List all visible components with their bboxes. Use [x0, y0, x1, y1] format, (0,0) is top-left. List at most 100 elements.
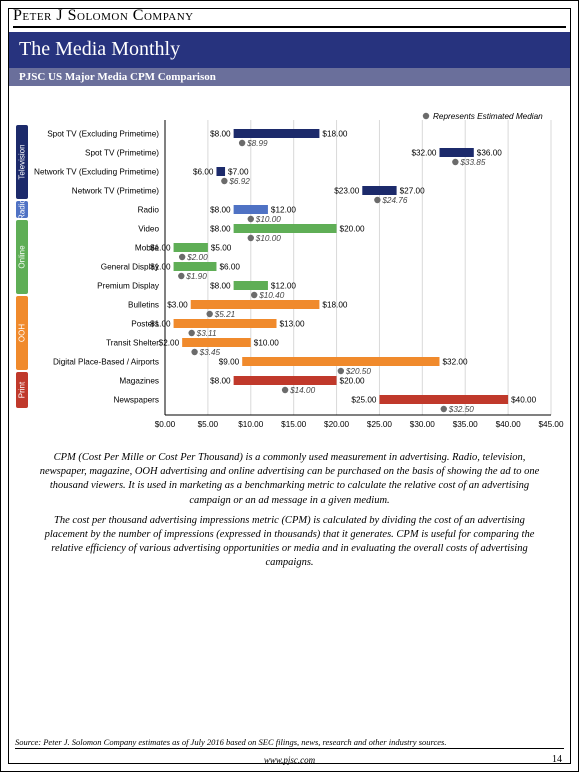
high-label: $20.00 — [340, 377, 365, 386]
low-label: $8.00 — [210, 377, 231, 386]
low-label: $1.00 — [150, 320, 171, 329]
median-marker — [221, 178, 227, 184]
median-label: $8.99 — [246, 139, 268, 148]
footer-url: www.pjsc.com — [1, 755, 578, 765]
median-label: $6.92 — [228, 177, 250, 186]
high-label: $20.00 — [340, 225, 365, 234]
median-marker — [374, 197, 380, 203]
svg-text:$20.00: $20.00 — [324, 420, 349, 429]
low-label: $23.00 — [334, 187, 359, 196]
svg-text:$35.00: $35.00 — [453, 420, 478, 429]
median-marker — [206, 311, 212, 317]
low-label: $8.00 — [210, 282, 231, 291]
company-name: Peter J Solomon Company — [13, 7, 566, 25]
low-label: $1.00 — [150, 244, 171, 253]
high-label: $36.00 — [477, 149, 502, 158]
median-label: $3.11 — [196, 329, 217, 338]
row-label: Transit Shelter — [106, 339, 159, 348]
row-label: Network TV (Primetime) — [72, 187, 159, 196]
median-marker — [251, 292, 257, 298]
high-label: $27.00 — [400, 187, 425, 196]
svg-text:$10.00: $10.00 — [238, 420, 263, 429]
row-label: Spot TV (Excluding Primetime) — [47, 130, 159, 139]
row-label: Premium Display — [97, 282, 160, 291]
low-label: $6.00 — [193, 168, 214, 177]
range-bar — [379, 395, 508, 404]
range-bar — [242, 357, 439, 366]
cpm-chart: $0.00$5.00$10.00$15.00$20.00$25.00$30.00… — [13, 104, 566, 437]
high-label: $6.00 — [219, 263, 240, 272]
median-label: $24.76 — [381, 196, 407, 205]
source-line: Source: Peter J. Solomon Company estimat… — [15, 737, 446, 747]
median-label: $20.50 — [345, 367, 371, 376]
range-bar — [174, 262, 217, 271]
median-label: $2.00 — [186, 253, 208, 262]
svg-text:$45.00: $45.00 — [538, 420, 563, 429]
range-bar — [234, 129, 320, 138]
median-marker — [239, 140, 245, 146]
range-bar — [234, 281, 268, 290]
high-label: $12.00 — [271, 206, 296, 215]
row-label: Network TV (Excluding Primetime) — [34, 168, 159, 177]
svg-text:$15.00: $15.00 — [281, 420, 306, 429]
median-label: $32.50 — [448, 405, 474, 414]
group-tab-label: Online — [18, 245, 27, 269]
low-label: $1.00 — [150, 263, 171, 272]
group-tab-label: Television — [18, 144, 27, 179]
median-label: $10.00 — [255, 215, 281, 224]
median-marker — [452, 159, 458, 165]
range-bar — [174, 243, 208, 252]
range-bar — [234, 376, 337, 385]
high-label: $40.00 — [511, 396, 536, 405]
median-label: $14.00 — [289, 386, 315, 395]
low-label: $9.00 — [219, 358, 240, 367]
range-bar — [234, 205, 268, 214]
row-label: Video — [138, 225, 159, 234]
low-label: $32.00 — [411, 149, 436, 158]
svg-text:$30.00: $30.00 — [410, 420, 435, 429]
median-marker — [441, 406, 447, 412]
body-text: CPM (Cost Per Mille or Cost Per Thousand… — [35, 451, 544, 570]
group-tab-label: Print — [18, 381, 27, 398]
row-label: Digital Place-Based / Airports — [53, 358, 159, 367]
range-bar — [439, 148, 473, 157]
median-marker — [178, 273, 184, 279]
median-label: $10.00 — [255, 234, 281, 243]
row-label: Magazines — [119, 377, 159, 386]
source-rule — [15, 748, 564, 749]
range-bar — [234, 224, 337, 233]
high-label: $32.00 — [442, 358, 467, 367]
median-marker — [248, 235, 254, 241]
source-line-wrap: Source: Peter J. Solomon Company estimat… — [15, 737, 564, 749]
low-label: $25.00 — [351, 396, 376, 405]
low-label: $2.00 — [159, 339, 180, 348]
page-number: 14 — [552, 754, 562, 765]
median-marker — [179, 254, 185, 260]
median-label: $1.90 — [185, 272, 207, 281]
median-label: $3.45 — [199, 348, 221, 357]
low-label: $8.00 — [210, 130, 231, 139]
row-label: Bulletins — [128, 301, 159, 310]
high-label: $12.00 — [271, 282, 296, 291]
median-label: $5.21 — [214, 310, 236, 319]
company-rule — [13, 26, 566, 28]
median-label: $33.85 — [459, 158, 485, 167]
row-label: Spot TV (Primetime) — [85, 149, 159, 158]
high-label: $13.00 — [280, 320, 305, 329]
median-marker — [282, 387, 288, 393]
range-bar — [174, 319, 277, 328]
svg-text:$25.00: $25.00 — [367, 420, 392, 429]
median-marker — [248, 216, 254, 222]
high-label: $18.00 — [322, 301, 347, 310]
median-label: $10.40 — [258, 291, 284, 300]
range-bar — [216, 167, 225, 176]
page: Peter J Solomon Company The Media Monthl… — [0, 0, 579, 772]
svg-text:Represents Estimated Median: Represents Estimated Median — [433, 112, 543, 121]
range-bar — [191, 300, 320, 309]
cpm-chart-svg: $0.00$5.00$10.00$15.00$20.00$25.00$30.00… — [13, 104, 568, 437]
high-label: $18.00 — [322, 130, 347, 139]
row-label: Radio — [138, 206, 160, 215]
banner-title: The Media Monthly — [9, 32, 570, 68]
low-label: $3.00 — [167, 301, 188, 310]
svg-text:$0.00: $0.00 — [155, 420, 176, 429]
